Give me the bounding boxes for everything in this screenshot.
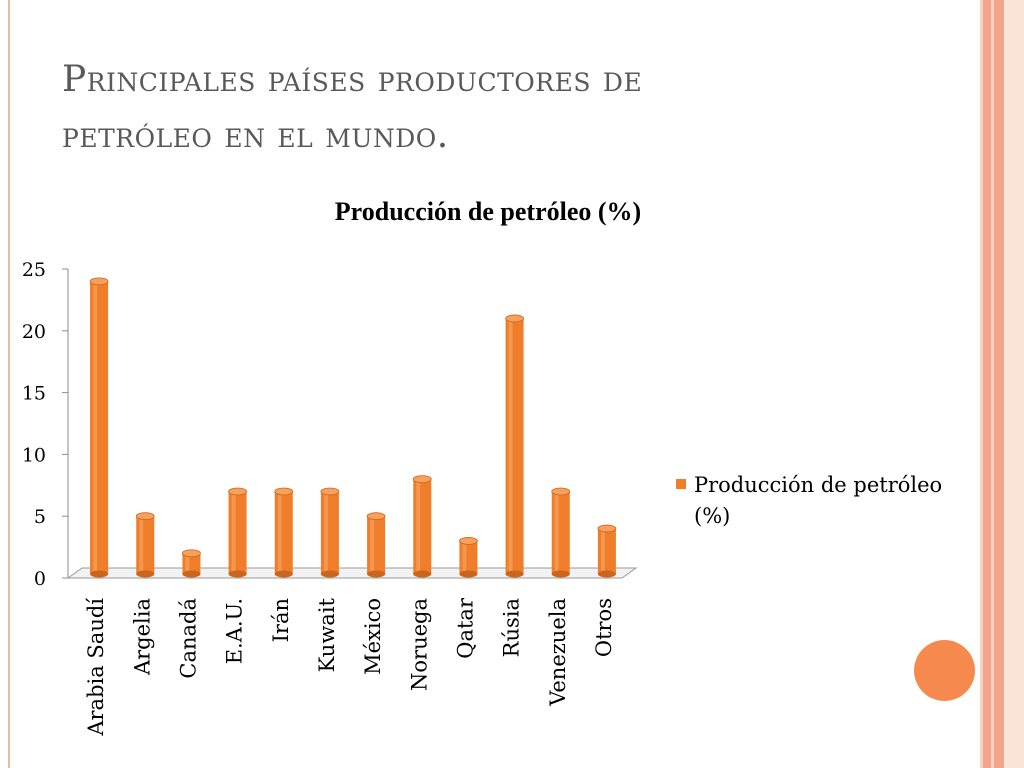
bar	[459, 537, 478, 578]
bar-top	[320, 487, 340, 496]
bar-top	[551, 487, 571, 496]
bar-body	[597, 528, 616, 574]
bar-base	[367, 570, 386, 578]
y-tick-label: 0	[34, 568, 46, 590]
bar-highlight	[139, 518, 144, 572]
decorative-orange-circle	[914, 640, 975, 701]
legend-swatch	[676, 479, 686, 489]
bar-highlight	[462, 542, 467, 572]
slide-title: Principales países productores de petról…	[62, 52, 942, 164]
stripe	[994, 0, 1004, 768]
bar	[551, 487, 571, 578]
slide-title-line-2: petróleo en el mundo.	[62, 115, 449, 156]
floor-plane	[66, 567, 638, 579]
x-category-label: Kuwait	[315, 597, 339, 672]
bars-group	[89, 277, 617, 578]
bar-body	[551, 491, 570, 574]
bar-base	[320, 570, 339, 578]
bar-highlight	[554, 493, 559, 572]
bar	[135, 512, 155, 578]
x-category-label: Rúsia	[500, 598, 524, 657]
bar-body	[367, 516, 386, 574]
bar-top	[228, 487, 247, 496]
y-tick-label: 25	[22, 259, 46, 281]
bar-highlight	[600, 530, 605, 572]
bar-base	[274, 570, 293, 578]
bar-highlight	[185, 555, 190, 572]
bar-highlight	[416, 481, 421, 572]
left-border-line	[8, 0, 10, 768]
y-tick-label: 10	[22, 444, 46, 466]
bar	[228, 487, 247, 578]
bar-body	[505, 318, 524, 574]
bar-body	[90, 281, 109, 574]
chart-floor	[66, 567, 638, 579]
x-category-label: Irán	[269, 598, 293, 642]
bar-chart: Producción de petróleo (%) 0 5 10 15 20 25 Ar…	[22, 197, 942, 737]
y-tick-label: 20	[22, 321, 46, 343]
x-category-label: Noruega	[407, 598, 431, 691]
stripe	[1004, 0, 1024, 768]
chart-title: Producción de petróleo (%)	[335, 197, 641, 226]
bar-base	[505, 570, 524, 578]
bar-base	[228, 570, 247, 578]
bar-top	[89, 277, 109, 286]
slide-title-line-1: Principales países productores de	[62, 59, 643, 100]
bar-top	[135, 512, 155, 521]
bar-body	[320, 491, 339, 574]
bar-body	[228, 491, 247, 574]
bar-base	[597, 570, 616, 578]
bar-highlight	[370, 518, 375, 572]
x-category-label: Otros	[592, 598, 616, 657]
bar-body	[136, 516, 155, 574]
stripe	[980, 0, 983, 768]
bar	[320, 487, 340, 578]
bar-body	[459, 540, 478, 574]
bar-base	[459, 570, 478, 578]
bar-top	[412, 475, 432, 484]
legend-label-line-2: (%)	[694, 504, 730, 528]
stripe	[991, 0, 994, 768]
bar-top	[274, 487, 294, 496]
x-category-label: Argelia	[130, 598, 154, 676]
legend-label-line-1: Producción de petróleo	[694, 473, 942, 497]
x-category-label: Qatar	[453, 597, 477, 659]
x-category-label: Arabia Saudí	[84, 598, 108, 737]
bar	[597, 524, 617, 578]
bar-base	[90, 570, 109, 578]
right-decorative-stripes	[980, 0, 1024, 768]
bar-highlight	[93, 283, 98, 572]
bar-top	[597, 524, 617, 533]
y-axis: 0 5 10 15 20 25	[22, 259, 69, 590]
x-category-label: Canadá	[176, 598, 200, 679]
bar	[89, 277, 109, 578]
bar-top	[366, 512, 386, 521]
bar-highlight	[508, 320, 513, 572]
x-category-label: Venezuela	[546, 598, 570, 707]
legend: Producción de petróleo (%)	[676, 473, 942, 528]
bar	[412, 475, 432, 578]
bar	[182, 549, 201, 578]
bar-base	[551, 570, 570, 578]
y-tick-label: 5	[34, 506, 46, 528]
bar-highlight	[323, 493, 328, 572]
bar-top	[182, 549, 201, 558]
bar-body	[274, 491, 293, 574]
bar-top	[459, 537, 478, 545]
bar-base	[413, 570, 432, 578]
bar-body	[413, 479, 432, 574]
bar	[274, 487, 294, 578]
stripe	[983, 0, 991, 768]
bar-base	[182, 570, 201, 578]
bar	[366, 512, 386, 578]
x-category-label: México	[361, 598, 385, 675]
x-axis-labels: Arabia Saudí Argelia Canadá E.A.U. Irán Kuwai…	[84, 597, 616, 737]
bar-highlight	[231, 493, 236, 572]
bar	[505, 314, 524, 578]
bar-base	[136, 570, 155, 578]
bar-highlight	[277, 493, 282, 572]
x-category-label: E.A.U.	[223, 598, 247, 664]
y-tick-label: 15	[22, 383, 46, 405]
bar-top	[505, 314, 524, 323]
